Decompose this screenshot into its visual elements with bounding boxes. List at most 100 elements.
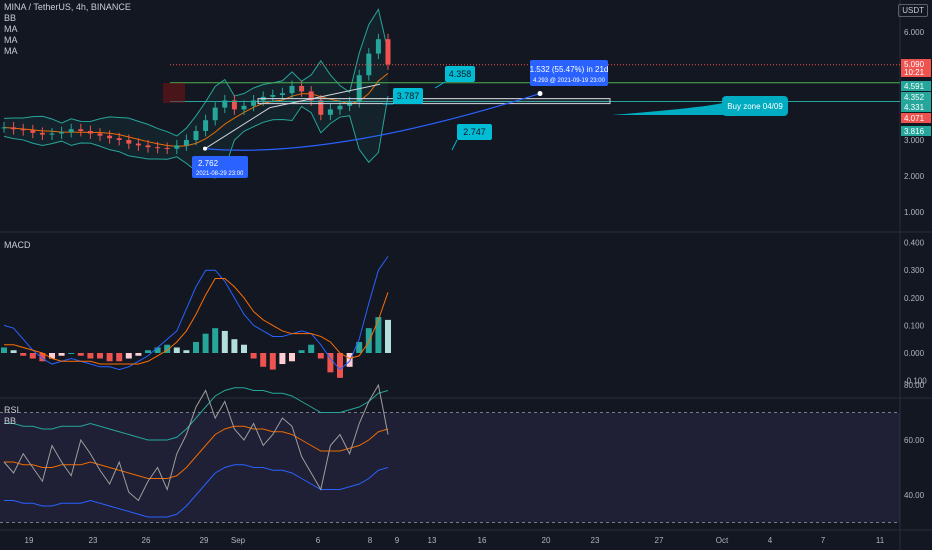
macd-histogram-bar bbox=[375, 317, 382, 353]
macd-pane-label[interactable]: MACD bbox=[4, 240, 31, 250]
candle-body bbox=[11, 127, 17, 130]
macd-histogram-bar bbox=[250, 353, 257, 359]
macd-histogram-bar bbox=[193, 341, 199, 353]
time-axis-tick: 23 bbox=[591, 536, 600, 545]
time-axis-tick: 23 bbox=[89, 536, 98, 545]
macd-histogram-bar bbox=[145, 350, 151, 353]
macd-histogram-bar bbox=[183, 350, 190, 353]
rsi-axis-tick: 80.00 bbox=[904, 381, 925, 390]
price-tag-bg bbox=[901, 81, 931, 91]
candle-body bbox=[241, 105, 247, 110]
rsi-axis-tick: 60.00 bbox=[904, 436, 925, 445]
price-tag-countdown: 10:21 bbox=[904, 68, 925, 77]
macd-histogram-bar bbox=[279, 353, 286, 365]
callout-level-low-pointer bbox=[451, 139, 458, 151]
candle-body bbox=[87, 131, 93, 134]
macd-histogram-bar bbox=[231, 339, 238, 353]
macd-histogram-bar bbox=[77, 353, 84, 356]
macd-histogram-bar bbox=[317, 353, 324, 359]
candle-body bbox=[174, 145, 180, 149]
macd-histogram-bar bbox=[97, 353, 103, 359]
time-axis-tick: 4 bbox=[768, 536, 773, 545]
macd-histogram-bar bbox=[10, 350, 17, 353]
macd-histogram-bar bbox=[58, 353, 65, 356]
macd-histogram-bar bbox=[39, 353, 46, 362]
rsi-ma-line bbox=[4, 425, 389, 479]
price-tag: 5.090 bbox=[904, 60, 925, 69]
macd-signal-line bbox=[4, 277, 389, 365]
candle-body bbox=[385, 39, 391, 65]
candle-body bbox=[212, 107, 218, 121]
candle-body bbox=[299, 86, 305, 92]
time-axis-tick: 20 bbox=[542, 536, 551, 545]
rsi-bb-lower bbox=[4, 464, 389, 518]
price-tag-bg bbox=[901, 92, 931, 102]
candle-body bbox=[164, 147, 170, 149]
candle-body bbox=[116, 138, 122, 140]
price-axis-tick: 1.000 bbox=[904, 208, 925, 217]
candle-body bbox=[308, 91, 314, 101]
indicator-bb-label[interactable]: BB bbox=[4, 13, 17, 23]
time-axis-tick: 11 bbox=[876, 536, 885, 545]
candle-body bbox=[59, 132, 65, 134]
macd-histogram-bar bbox=[164, 344, 171, 353]
projection-start-point bbox=[203, 146, 207, 151]
time-axis-tick: Sep bbox=[231, 536, 246, 545]
buy-zone-pointer bbox=[612, 103, 723, 115]
macd-axis-tick: 0.100 bbox=[904, 321, 925, 330]
candle-body bbox=[135, 143, 141, 146]
callout-target-high: 4.358 bbox=[449, 69, 472, 79]
candle-body bbox=[231, 100, 237, 110]
macd-axis-tick: 0.000 bbox=[904, 349, 925, 358]
candle-body bbox=[126, 140, 132, 144]
candle-body bbox=[289, 86, 295, 94]
candle-body bbox=[155, 147, 161, 149]
macd-histogram-bar bbox=[308, 344, 315, 353]
macd-histogram-bar bbox=[289, 353, 295, 362]
trend-arrow-line-2 bbox=[269, 83, 381, 109]
macd-histogram-bar bbox=[260, 353, 267, 367]
currency-button[interactable]: USDT bbox=[898, 4, 928, 17]
buy-zone-label-box bbox=[722, 96, 788, 116]
indicator-ma-label-3[interactable]: MA bbox=[4, 46, 18, 56]
projection-curve bbox=[204, 92, 541, 151]
time-axis-tick: 19 bbox=[25, 536, 34, 545]
macd-histogram-bar bbox=[173, 347, 180, 353]
time-axis-tick: 9 bbox=[395, 536, 400, 545]
rsi-bb-upper bbox=[4, 387, 389, 441]
macd-histogram-bar bbox=[106, 353, 113, 362]
candle-body bbox=[327, 109, 333, 115]
macd-histogram-bar bbox=[365, 328, 372, 353]
macd-axis-tick: 0.200 bbox=[904, 294, 925, 303]
indicator-ma-label-1[interactable]: MA bbox=[4, 24, 18, 34]
time-axis-tick: 27 bbox=[655, 536, 664, 545]
candle-body bbox=[183, 140, 189, 146]
start-date-label: 2021-08-29 23:00 bbox=[196, 171, 244, 177]
time-axis-tick: 26 bbox=[142, 536, 151, 545]
macd-histogram-bar bbox=[87, 353, 94, 359]
candle-body bbox=[145, 145, 151, 148]
candle-body bbox=[78, 129, 84, 131]
start-label-box bbox=[192, 156, 248, 178]
rsi-bb-label[interactable]: BB bbox=[4, 416, 17, 426]
start-price-label: 2.762 bbox=[198, 159, 219, 168]
candle-body bbox=[222, 100, 228, 108]
candle-body bbox=[49, 133, 55, 135]
macd-histogram-bar bbox=[346, 353, 353, 367]
rsi-background-band bbox=[0, 412, 900, 523]
buy-zone-box bbox=[257, 98, 611, 105]
indicator-ma-label-2[interactable]: MA bbox=[4, 35, 18, 45]
macd-histogram-bar bbox=[269, 353, 276, 370]
candle-body bbox=[375, 39, 381, 54]
macd-histogram-bar bbox=[356, 341, 363, 353]
measure-label-sub: 4.293 @ 2021-09-19 23:00 bbox=[533, 78, 605, 84]
candle-body bbox=[107, 135, 113, 139]
macd-histogram-bar bbox=[68, 353, 75, 354]
candle-body bbox=[270, 95, 276, 97]
rsi-pane-label[interactable]: RSI bbox=[4, 405, 20, 415]
macd-histogram-bar bbox=[327, 353, 334, 373]
bollinger-upper bbox=[3, 8, 389, 137]
measure-label-box bbox=[530, 60, 608, 86]
macd-histogram-bar bbox=[241, 344, 247, 353]
